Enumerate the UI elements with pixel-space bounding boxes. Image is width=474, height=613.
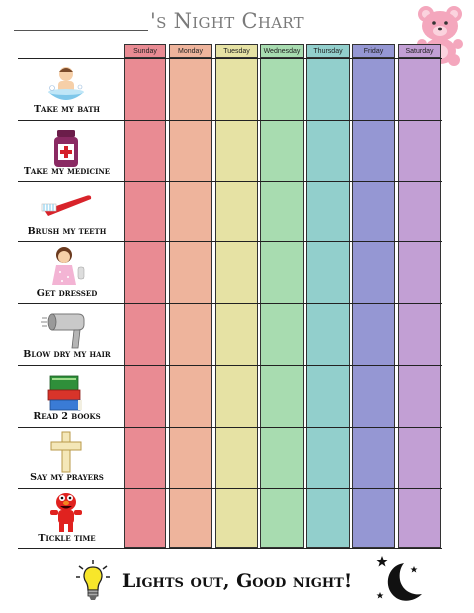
toothbrush-icon: [41, 195, 92, 216]
row-divider: [18, 427, 442, 428]
task-label: Brush my teeth: [27, 226, 107, 237]
girl-dressed-icon: [52, 247, 85, 285]
row-divider: [18, 181, 442, 182]
task-label: Take my medicine: [23, 166, 111, 177]
light-bulb-icon: [76, 560, 110, 600]
moon-stars-icon: [376, 556, 422, 601]
lights-out-text: Lights out, Good night!: [122, 570, 353, 592]
row-divider: [18, 548, 442, 549]
row-divider: [18, 365, 442, 366]
row-divider: [18, 241, 442, 242]
day-header-friday: Friday: [352, 44, 395, 58]
day-header-monday: Monday: [169, 44, 212, 58]
task-label: Read 2 books: [33, 411, 101, 422]
medicine-bottle-icon: [54, 130, 78, 167]
day-header-saturday: Saturday: [398, 44, 441, 58]
day-header-sunday: Sunday: [124, 44, 166, 58]
day-header-thursday: Thursday: [306, 44, 350, 58]
hair-dryer-icon: [41, 313, 85, 349]
row-divider: [18, 303, 442, 304]
task-label: Blow dry my hair: [23, 349, 111, 360]
books-icon: [47, 375, 82, 411]
row-divider: [18, 488, 442, 489]
row-divider: [18, 120, 442, 121]
page-title: 's Night Chart: [150, 9, 304, 33]
cross-icon: [50, 431, 82, 473]
task-label: Get dressed: [36, 288, 98, 299]
baby-bath-icon: [48, 67, 84, 100]
elmo-icon: [50, 493, 82, 532]
day-header-tuesday: Tuesday: [215, 44, 258, 58]
day-header-wednesday: Wednesday: [260, 44, 304, 58]
task-label: Tickle time: [38, 533, 96, 544]
task-label: Take my bath: [33, 104, 101, 115]
name-blank-line: [14, 30, 148, 31]
task-label: Say my prayers: [30, 472, 104, 483]
row-divider: [18, 58, 442, 59]
